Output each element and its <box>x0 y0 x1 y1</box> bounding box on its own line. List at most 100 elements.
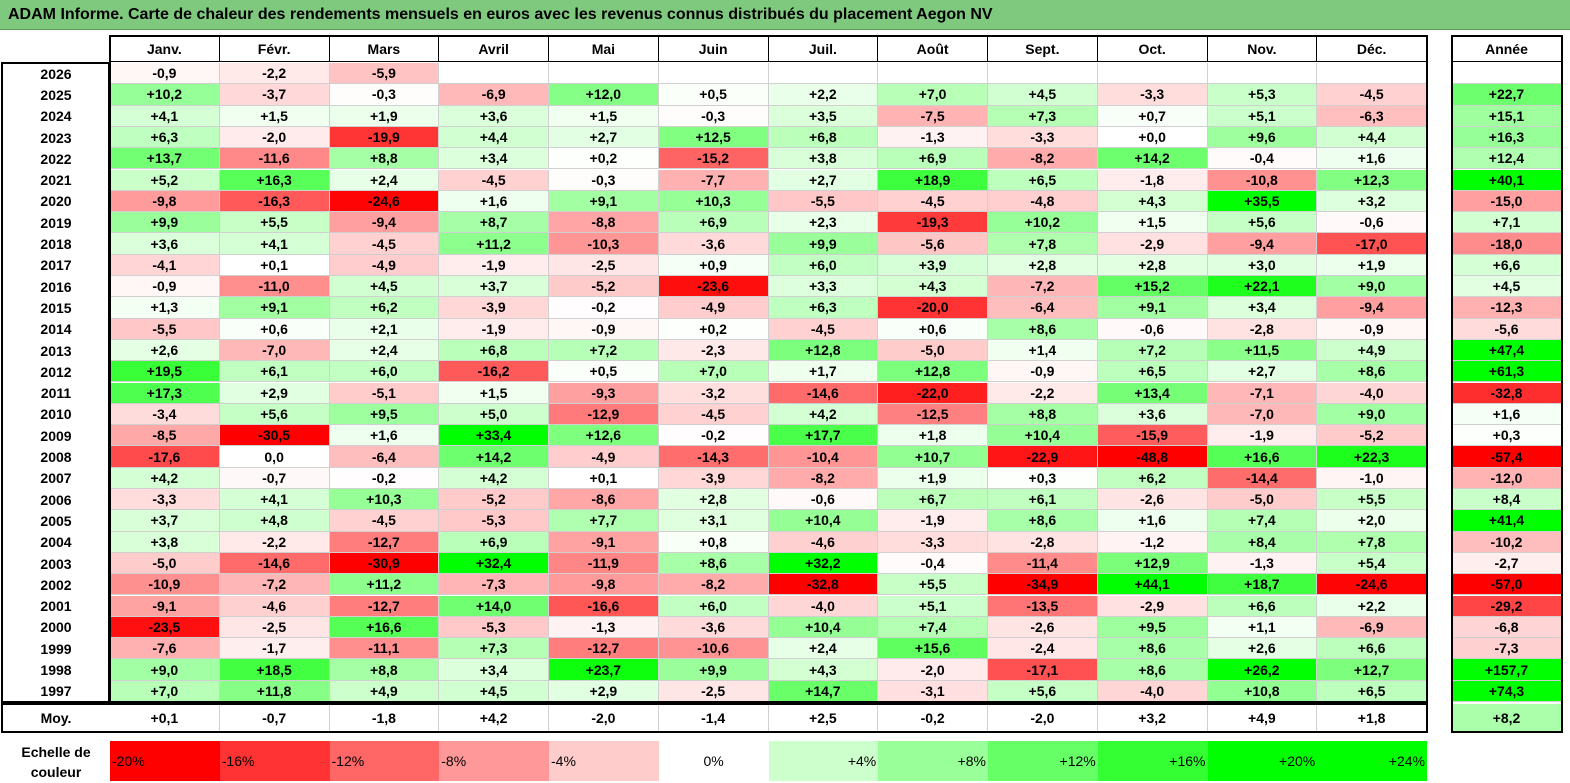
annual-average-cell: +8,2 <box>1452 704 1562 732</box>
month-header-2: Févr. <box>219 36 330 62</box>
heatmap-cell: -0,9 <box>549 318 659 340</box>
heatmap-cell: -2,2 <box>988 382 1098 404</box>
annual-cell: +0,3 <box>1452 425 1562 447</box>
heatmap-cell: +5,6 <box>1207 212 1318 234</box>
year-label-2010: 2010 <box>40 406 72 423</box>
heatmap-cell: +9,9 <box>110 212 220 234</box>
heatmap-cell: +16,6 <box>1207 446 1318 468</box>
annual-cell: -10,2 <box>1452 531 1562 553</box>
heatmap-cell: -3,2 <box>658 382 769 404</box>
heatmap-cell: +2,7 <box>1207 361 1318 383</box>
page-title: ADAM Informe. Carte de chaleur des rende… <box>8 6 993 23</box>
heatmap-cell: +2,7 <box>549 126 659 149</box>
heatmap-cell: -2,5 <box>549 254 659 276</box>
heatmap-cell: +4,2 <box>439 467 549 489</box>
heatmap-cell: +4,5 <box>988 84 1098 106</box>
heatmap-cell: -14,6 <box>219 552 330 575</box>
heatmap-cell: +4,9 <box>329 680 440 702</box>
heatmap-cell: +8,6 <box>1097 659 1208 681</box>
heatmap-cell: +16,6 <box>329 616 440 639</box>
annual-cell: -29,2 <box>1452 595 1562 617</box>
heatmap-cell: +12,8 <box>768 339 879 362</box>
heatmap-cell: +33,4 <box>439 425 549 447</box>
heatmap-cell: -2,4 <box>988 638 1098 660</box>
heatmap-cell: -2,0 <box>878 659 988 681</box>
heatmap-cell: +14,2 <box>439 446 549 468</box>
heatmap-cell: -2,9 <box>1097 595 1208 617</box>
heatmap-cell: +6,0 <box>329 361 440 383</box>
annual-cell: +41,4 <box>1452 510 1562 532</box>
heatmap-cell: +2,7 <box>768 169 879 191</box>
heatmap-cell: +1,5 <box>549 105 659 127</box>
heatmap-cell: +17,7 <box>768 425 879 447</box>
month-header-3: Mars <box>329 36 440 62</box>
heatmap-cell: -4,0 <box>1317 382 1427 404</box>
heatmap-cell: +6,1 <box>988 489 1098 511</box>
heatmap-cell: -0,3 <box>329 84 440 106</box>
heatmap-cell: +11,2 <box>329 574 440 596</box>
heatmap-cell: -7,3 <box>439 574 549 596</box>
average-cell: +3,2 <box>1097 704 1208 732</box>
annual-cell: -7,3 <box>1452 638 1562 660</box>
year-label-2013: 2013 <box>40 342 72 359</box>
heatmap-cell: -30,9 <box>329 552 440 575</box>
heatmap-cell: -2,5 <box>658 680 769 702</box>
heatmap-cell: +0,6 <box>878 318 988 340</box>
year-label-2004: 2004 <box>40 534 72 551</box>
heatmap-cell: +5,5 <box>878 574 988 596</box>
heatmap-cell: -6,4 <box>329 446 440 468</box>
heatmap-cell: +0,1 <box>219 254 330 276</box>
heatmap-cell: +3,9 <box>878 254 988 276</box>
heatmap-cell: +0,0 <box>1097 126 1208 149</box>
heatmap-cell: -6,3 <box>1317 105 1427 127</box>
heatmap-cell: +6,9 <box>658 212 769 234</box>
heatmap-cell: -14,6 <box>768 382 879 404</box>
average-cell: +4,2 <box>439 704 549 732</box>
heatmap-cell: -16,2 <box>439 361 549 383</box>
heatmap-cell: -1,2 <box>1097 531 1208 553</box>
heatmap-cell: -7,6 <box>110 638 220 660</box>
heatmap-cell: -9,1 <box>549 531 659 553</box>
heatmap-cell: -3,7 <box>219 84 330 106</box>
annual-cell: -5,6 <box>1452 318 1562 340</box>
heatmap-cell: +1,5 <box>1097 212 1208 234</box>
heatmap-cell: +4,1 <box>219 233 330 255</box>
year-label-1999: 1999 <box>40 640 72 657</box>
heatmap-cell: +13,4 <box>1097 382 1208 404</box>
heatmap-cell: +4,2 <box>110 467 220 489</box>
heatmap-cell: -23,6 <box>658 276 769 298</box>
heatmap-cell: -3,1 <box>878 680 988 702</box>
heatmap-cell: +6,5 <box>1097 361 1208 383</box>
heatmap-cell: +12,3 <box>1317 169 1427 191</box>
month-header-11: Nov. <box>1207 36 1318 62</box>
annual-cell: +22,7 <box>1452 84 1562 106</box>
heatmap-cell: +32,2 <box>768 552 879 575</box>
heatmap-cell: +2,2 <box>768 84 879 106</box>
heatmap-cell: -0,6 <box>1097 318 1208 340</box>
heatmap-cell: +2,9 <box>549 680 659 702</box>
heatmap-cell: -9,8 <box>549 574 659 596</box>
year-label-2017: 2017 <box>40 257 72 274</box>
heatmap-cell: -1,9 <box>439 318 549 340</box>
year-label-1997: 1997 <box>40 683 72 700</box>
heatmap-cell: +3,4 <box>439 659 549 681</box>
heatmap-cell: +0,6 <box>219 318 330 340</box>
heatmap-cell: -1,8 <box>1097 169 1208 191</box>
heatmap-cell: +7,3 <box>988 105 1098 127</box>
annual-cell: -2,7 <box>1452 552 1562 575</box>
heatmap-cell: +5,1 <box>1207 105 1318 127</box>
heatmap-cell: -3,3 <box>878 531 988 553</box>
annual-cell: +4,5 <box>1452 276 1562 298</box>
heatmap-cell <box>658 63 769 85</box>
color-scale-step: 0% <box>658 741 769 781</box>
heatmap-cell: +7,0 <box>878 84 988 106</box>
heatmap-cell: -0,4 <box>1207 148 1318 170</box>
heatmap-cell: +2,0 <box>1317 510 1427 532</box>
heatmap-cell: +12,5 <box>658 126 769 149</box>
month-header-1: Janv. <box>110 36 220 62</box>
heatmap-cell: +11,2 <box>439 233 549 255</box>
heatmap-cell: -24,6 <box>329 190 440 213</box>
heatmap-cell: +0,3 <box>988 467 1098 489</box>
heatmap-cell: -11,4 <box>988 552 1098 575</box>
heatmap-cell: +7,3 <box>439 638 549 660</box>
